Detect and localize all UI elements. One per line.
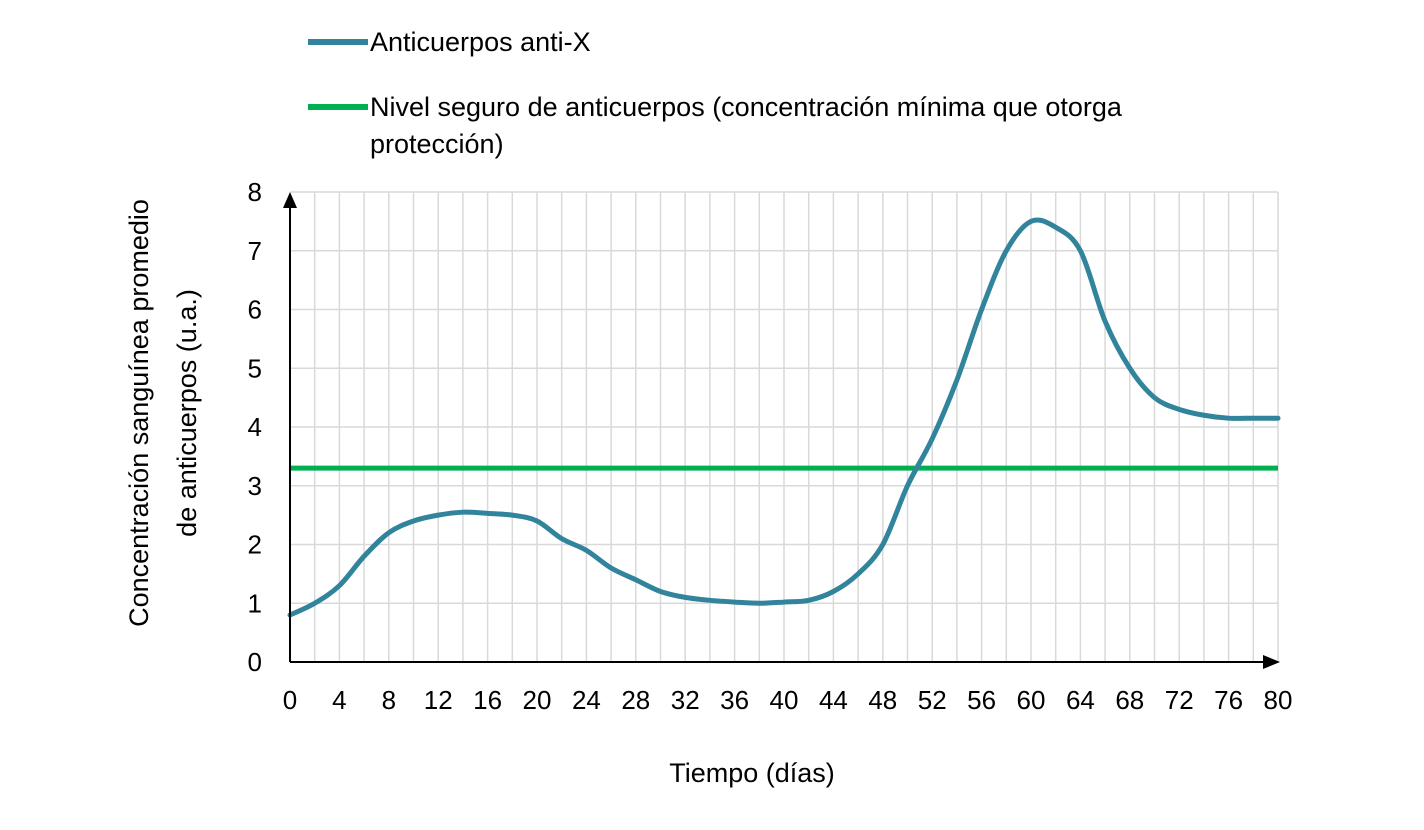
legend-label-safe-level-line1: Nivel seguro de anticuerpos (concentraci… (370, 92, 1123, 122)
y-axis-title-line2: de anticuerpos (u.a.) (172, 289, 202, 537)
x-tick-label: 32 (671, 685, 700, 715)
y-axis-arrow (283, 192, 297, 208)
x-tick-label: 24 (572, 685, 601, 715)
x-tick-label: 36 (720, 685, 749, 715)
x-tick-label: 12 (424, 685, 453, 715)
y-tick-label: 6 (248, 295, 262, 325)
y-tick-label: 4 (248, 412, 262, 442)
legend-label-safe-level-line2: protección) (370, 129, 504, 159)
y-tick-label: 3 (248, 471, 262, 501)
x-tick-label: 60 (1017, 685, 1046, 715)
legend: Anticuerpos anti-X Nivel seguro de antic… (308, 27, 1123, 159)
x-tick-label: 4 (332, 685, 346, 715)
y-tick-label: 7 (248, 236, 262, 266)
series-line-antibodies (287, 217, 1281, 618)
x-axis-title: Tiempo (días) (669, 758, 835, 788)
legend-label-antibodies: Anticuerpos anti-X (370, 27, 591, 57)
gridlines (290, 191, 1279, 662)
x-tick-label: 40 (770, 685, 799, 715)
y-tick-labels: 0 1 2 3 4 5 6 7 8 (248, 177, 262, 677)
x-tick-label: 44 (819, 685, 848, 715)
x-tick-label: 76 (1214, 685, 1243, 715)
x-tick-label: 64 (1066, 685, 1095, 715)
y-tick-label: 8 (248, 177, 262, 207)
y-axis-title-line1: Concentración sanguínea promedio (124, 199, 154, 627)
x-tick-label: 68 (1115, 685, 1144, 715)
y-tick-label: 2 (248, 530, 262, 560)
y-tick-label: 5 (248, 353, 262, 383)
x-tick-label: 56 (967, 685, 996, 715)
x-tick-label: 0 (283, 685, 297, 715)
axes (283, 192, 1280, 669)
x-axis-arrow (1263, 655, 1280, 669)
x-tick-label: 80 (1264, 685, 1293, 715)
x-tick-label: 16 (473, 685, 502, 715)
series-layer (287, 217, 1281, 618)
x-tick-label: 48 (868, 685, 897, 715)
x-tick-label: 8 (382, 685, 396, 715)
x-tick-label: 20 (523, 685, 552, 715)
x-tick-label: 52 (918, 685, 947, 715)
x-tick-label: 28 (621, 685, 650, 715)
x-tick-labels: 0 4 8 12 16 20 24 28 32 36 40 44 48 52 56 60 64 68 72 76 80 (283, 685, 1293, 715)
x-tick-label: 72 (1165, 685, 1194, 715)
y-tick-label: 0 (248, 647, 262, 677)
y-tick-label: 1 (248, 588, 262, 618)
